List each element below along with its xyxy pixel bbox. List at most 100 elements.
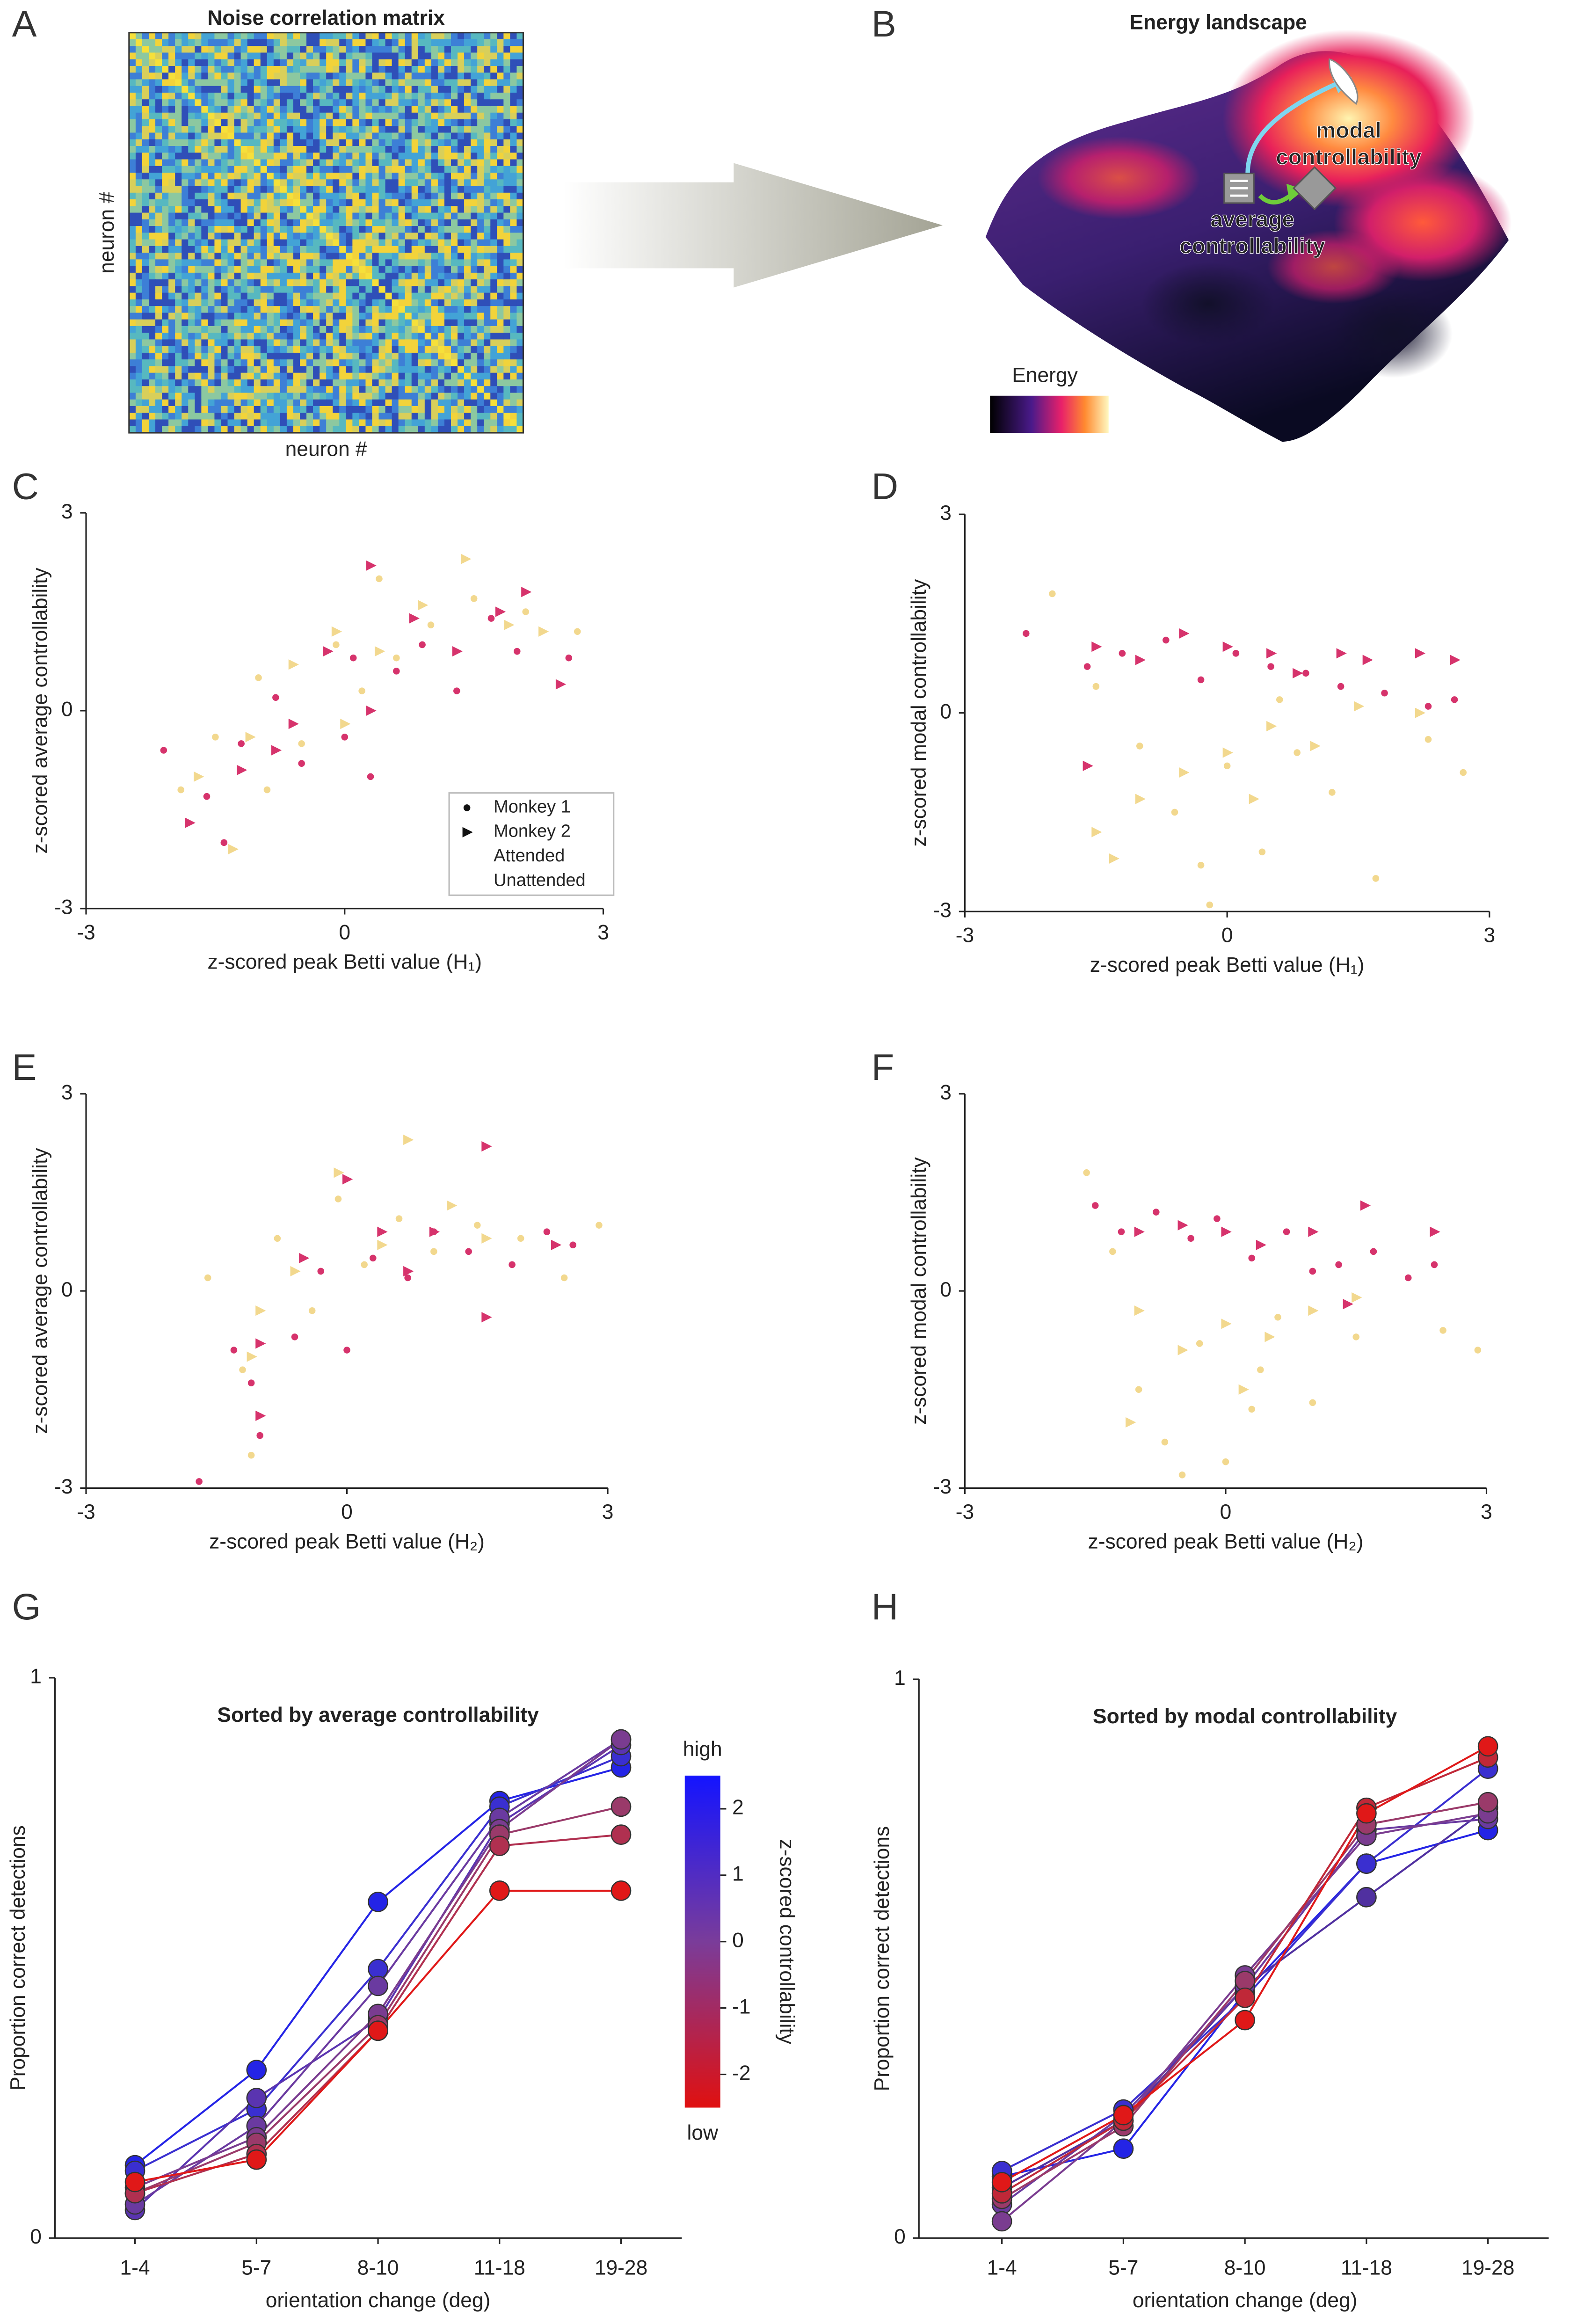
matrix-cell — [431, 239, 438, 247]
matrix-cell — [155, 319, 163, 327]
matrix-cell — [320, 359, 327, 367]
matrix-cell — [444, 146, 451, 153]
matrix-cell — [306, 352, 314, 360]
matrix-cell — [155, 52, 163, 60]
colorbar-tick-label: 2 — [732, 1796, 744, 1819]
matrix-cell — [477, 173, 485, 180]
matrix-cell — [148, 186, 156, 193]
matrix-cell — [135, 226, 143, 233]
matrix-cell — [247, 313, 254, 320]
matrix-cell — [168, 32, 176, 40]
matrix-cell — [129, 32, 136, 40]
matrix-cell — [418, 399, 425, 407]
matrix-cell — [372, 286, 379, 293]
matrix-cell — [155, 199, 163, 207]
point — [465, 1248, 472, 1255]
matrix-cell — [254, 253, 261, 260]
matrix-cell — [352, 52, 360, 60]
matrix-cell — [503, 286, 511, 293]
matrix-cell — [267, 233, 274, 240]
matrix-cell — [339, 259, 347, 267]
matrix-cell — [392, 393, 399, 400]
point — [481, 1141, 492, 1152]
matrix-cell — [175, 126, 182, 133]
matrix-cell — [214, 73, 222, 80]
point — [1109, 853, 1119, 864]
matrix-cell — [313, 126, 320, 133]
matrix-cell — [398, 319, 406, 327]
matrix-cell — [201, 419, 209, 427]
matrix-cell — [372, 159, 379, 167]
matrix-cell — [464, 179, 472, 187]
matrix-cell — [221, 333, 228, 340]
x-tick-label: 3 — [597, 921, 609, 944]
matrix-cell — [471, 406, 478, 414]
matrix-cell — [385, 166, 392, 173]
matrix-cell — [372, 246, 379, 254]
matrix-cell — [431, 146, 438, 153]
matrix-cell — [411, 333, 419, 340]
matrix-cell — [359, 219, 366, 227]
matrix-cell — [227, 286, 235, 293]
matrix-cell — [378, 286, 386, 293]
matrix-cell — [168, 132, 176, 140]
matrix-cell — [510, 259, 517, 267]
matrix-cell — [155, 286, 163, 293]
matrix-cell — [444, 339, 451, 347]
matrix-cell — [418, 79, 425, 87]
matrix-cell — [385, 86, 392, 93]
matrix-cell — [477, 413, 485, 420]
matrix-cell — [142, 352, 149, 360]
matrix-cell — [208, 319, 215, 327]
matrix-cell — [372, 179, 379, 187]
matrix-cell — [510, 393, 517, 400]
matrix-cell — [516, 313, 524, 320]
point — [1356, 1803, 1377, 1824]
matrix-cell — [129, 126, 136, 133]
matrix-cell — [260, 279, 268, 287]
matrix-cell — [458, 292, 465, 300]
matrix-cell — [411, 186, 419, 193]
matrix-cell — [195, 419, 202, 427]
point — [1232, 650, 1240, 657]
matrix-cell — [260, 326, 268, 334]
matrix-cell — [490, 199, 498, 207]
matrix-cell — [503, 246, 511, 254]
x-tick-label: 8-10 — [1224, 2257, 1266, 2280]
matrix-cell — [385, 106, 392, 113]
matrix-cell — [299, 59, 307, 66]
matrix-cell — [405, 259, 412, 267]
matrix-cell — [267, 399, 274, 407]
matrix-cell — [437, 173, 445, 180]
matrix-cell — [168, 199, 176, 207]
matrix-cell — [254, 259, 261, 267]
matrix-cell — [490, 393, 498, 400]
matrix-cell — [385, 112, 392, 120]
matrix-cell — [286, 346, 294, 353]
matrix-cell — [444, 413, 451, 420]
matrix-cell — [195, 359, 202, 367]
matrix-cell — [214, 319, 222, 327]
matrix-cell — [359, 419, 366, 427]
point — [551, 1239, 562, 1250]
matrix-cell — [129, 212, 136, 220]
matrix-cell — [247, 272, 254, 280]
matrix-cell — [326, 179, 334, 187]
matrix-cell — [306, 272, 314, 280]
matrix-cell — [484, 226, 491, 233]
matrix-cell — [299, 39, 307, 47]
matrix-cell — [378, 259, 386, 267]
matrix-cell — [240, 106, 248, 113]
matrix-cell — [286, 106, 294, 113]
matrix-cell — [333, 406, 340, 414]
matrix-cell — [444, 406, 451, 414]
matrix-cell — [148, 39, 156, 47]
matrix-cell — [299, 126, 307, 133]
matrix-cell — [168, 206, 176, 213]
matrix-cell — [398, 313, 406, 320]
matrix-cell — [214, 186, 222, 193]
matrix-cell — [168, 126, 176, 133]
matrix-cell — [142, 253, 149, 260]
matrix-cell — [280, 199, 287, 207]
matrix-cell — [359, 192, 366, 200]
